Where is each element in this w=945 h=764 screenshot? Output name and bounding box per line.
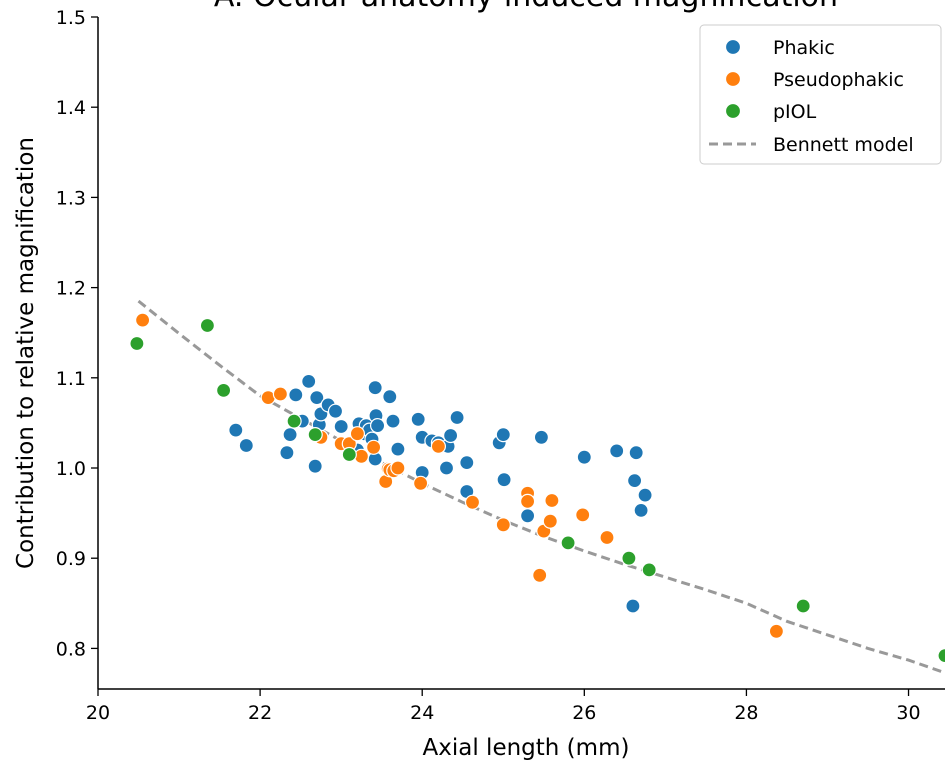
point-piol <box>795 598 811 614</box>
point-pseudophakic <box>599 529 615 546</box>
x-tick-label: 22 <box>248 702 272 724</box>
point-phakic <box>495 427 511 443</box>
point-phakic <box>288 387 304 403</box>
x-axis-label: Axial length (mm) <box>423 735 630 761</box>
point-phakic <box>228 422 244 438</box>
point-pseudophakic <box>390 460 406 476</box>
point-phakic <box>282 427 298 443</box>
point-pseudophakic <box>519 493 536 509</box>
legend-marker-pseudophakic <box>724 70 742 88</box>
point-phakic <box>390 441 406 457</box>
point-piol <box>641 562 657 578</box>
x-tick-label: 20 <box>86 702 110 724</box>
point-phakic <box>633 502 649 518</box>
point-phakic <box>385 413 401 429</box>
y-tick-label: 0.9 <box>56 548 86 570</box>
bennett-model-line <box>137 299 945 675</box>
chart-title: A. Ocular anatomy-induced magnification <box>214 0 838 14</box>
point-pseudophakic <box>495 517 511 533</box>
y-tick-label: 1.4 <box>56 97 86 119</box>
point-piol <box>129 335 145 352</box>
y-tick-label: 1.5 <box>56 7 86 29</box>
point-phakic <box>576 449 592 465</box>
point-piol <box>560 535 576 551</box>
point-pseudophakic <box>349 426 365 442</box>
x-tick-label: 30 <box>896 702 920 724</box>
point-pseudophakic <box>366 439 382 455</box>
x-tick-label: 24 <box>410 702 434 724</box>
legend-marker-piol <box>724 102 742 120</box>
legend-label-bennett: Bennett model <box>773 134 914 156</box>
point-pseudophakic <box>575 507 591 523</box>
y-tick-label: 1.1 <box>56 368 86 390</box>
point-phakic <box>370 418 386 434</box>
legend-marker-phakic <box>724 38 742 56</box>
point-phakic <box>443 427 459 444</box>
point-phakic <box>410 411 426 427</box>
point-pseudophakic <box>430 438 446 454</box>
point-piol <box>286 413 302 429</box>
point-phakic <box>438 460 455 476</box>
y-tick-label: 1.0 <box>56 458 86 480</box>
point-piol <box>341 446 357 463</box>
y-tick-label: 0.8 <box>56 638 86 660</box>
point-phakic <box>533 429 550 445</box>
point-phakic <box>301 373 317 389</box>
legend-label-phakic: Phakic <box>773 37 835 59</box>
point-phakic <box>382 389 398 405</box>
point-phakic <box>609 443 625 459</box>
point-phakic <box>333 418 349 435</box>
point-phakic <box>367 380 383 396</box>
point-phakic <box>637 487 653 503</box>
point-phakic <box>449 409 465 426</box>
point-pseudophakic <box>532 567 548 583</box>
point-piol <box>216 382 232 398</box>
legend-label-pseudophakic: Pseudophakic <box>773 69 904 91</box>
point-phakic <box>625 598 641 614</box>
x-tick-label: 26 <box>572 702 596 724</box>
point-pseudophakic <box>272 386 288 402</box>
point-phakic <box>626 473 643 489</box>
point-pseudophakic <box>135 312 151 328</box>
point-phakic <box>238 437 254 454</box>
point-phakic <box>279 445 295 461</box>
point-phakic <box>628 445 644 461</box>
legend: Phakic Pseudophakic pIOL Bennett model <box>699 24 942 165</box>
point-phakic <box>519 508 536 524</box>
point-piol <box>307 427 323 443</box>
legend-label-piol: pIOL <box>773 101 817 123</box>
y-tick-label: 1.3 <box>56 187 86 209</box>
point-pseudophakic <box>544 492 560 509</box>
point-pseudophakic <box>413 475 429 491</box>
y-tick-label: 1.2 <box>56 278 86 300</box>
y-axis-label: Contribution to relative magnification <box>13 137 39 569</box>
point-pseudophakic <box>768 623 785 639</box>
point-phakic <box>496 472 512 488</box>
point-phakic <box>459 455 475 471</box>
point-pseudophakic <box>542 513 558 529</box>
point-piol <box>621 550 637 566</box>
point-phakic <box>327 403 344 419</box>
x-tick-label: 28 <box>734 702 758 724</box>
point-piol <box>199 317 215 334</box>
point-piol <box>937 648 945 664</box>
point-phakic <box>307 458 323 474</box>
legend-box <box>699 24 942 165</box>
point-phakic <box>309 390 325 406</box>
point-pseudophakic <box>464 494 481 510</box>
